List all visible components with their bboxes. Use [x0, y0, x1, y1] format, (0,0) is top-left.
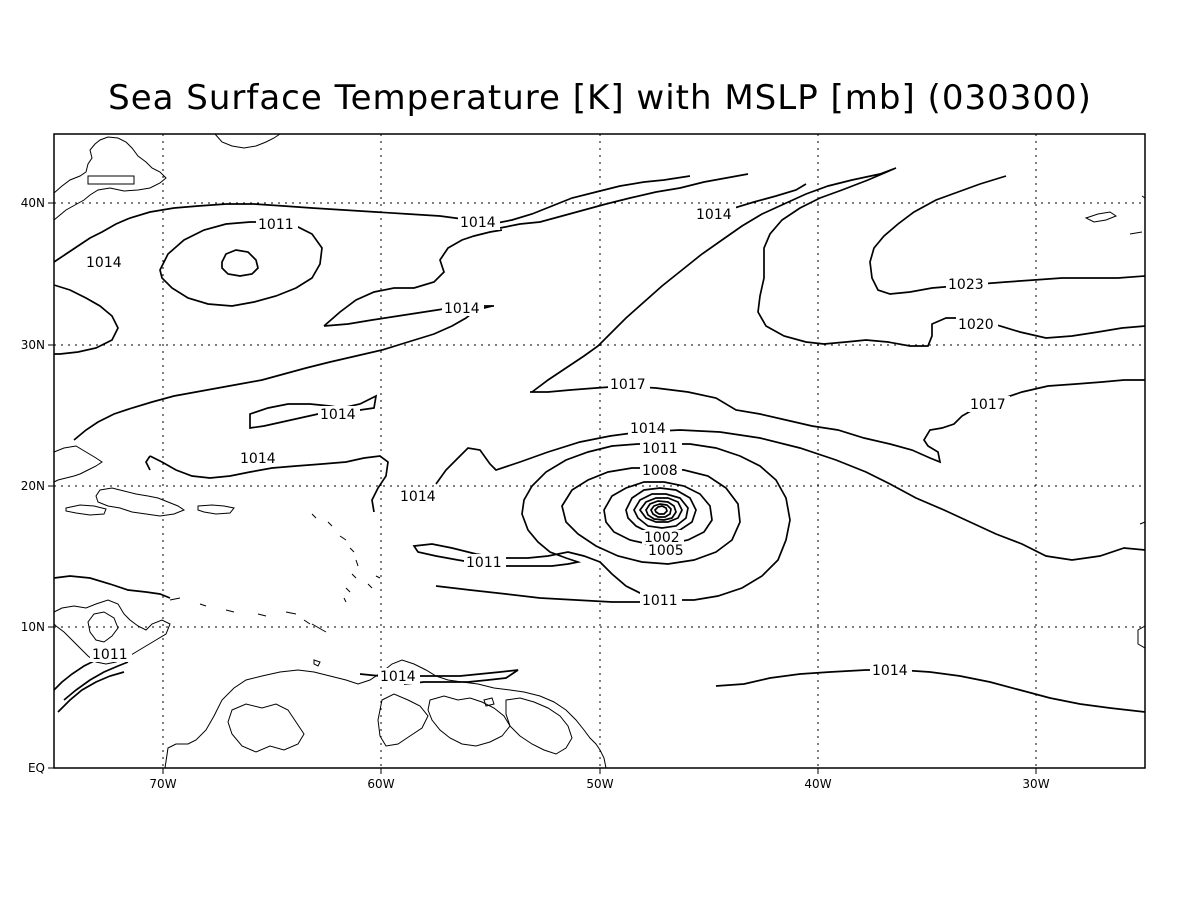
x-tick-label: 70W	[149, 777, 176, 791]
contour-label: 1014	[320, 407, 356, 423]
isobar-1014-southwest	[53, 284, 119, 355]
coast-french-guiana	[505, 697, 573, 755]
y-tick-label: 40N	[21, 196, 45, 210]
coast-central-america	[53, 599, 171, 665]
contour-label: 1014	[460, 215, 496, 231]
coast-hispaniola	[95, 487, 186, 517]
isobar-small-ring	[221, 249, 259, 277]
contour-label: 1014	[240, 451, 276, 467]
x-tick-label: 30W	[1022, 777, 1049, 791]
isobar-1011-outer	[412, 443, 791, 601]
isobar-1008	[561, 467, 741, 565]
y-axis-labels: EQ 10N 20N 30N 40N	[21, 196, 45, 775]
coast-newfoundland	[214, 133, 281, 149]
grid-lines	[54, 134, 1145, 768]
isobars	[53, 167, 1146, 713]
coast-honduras	[87, 611, 119, 643]
contour-label: 1023	[948, 277, 984, 293]
isobar-1014-antilles	[145, 455, 389, 513]
coastlines	[53, 133, 1146, 769]
x-tick-label: 40W	[804, 777, 831, 791]
isobar-1017-central	[530, 379, 1145, 464]
contour-label: 1014	[380, 669, 416, 685]
contour-label: 1011	[258, 217, 294, 233]
map-title: Sea Surface Temperature [K] with MSLP [m…	[108, 78, 1092, 118]
contour-label: 1011	[92, 647, 128, 663]
isobar-core-4	[650, 503, 672, 518]
contour-label: 1011	[642, 593, 678, 609]
isobar-1014-midatlantic	[435, 429, 1146, 561]
isobar-1005	[603, 481, 713, 545]
contour-label: 1005	[648, 543, 684, 559]
y-tick-label: 10N	[21, 620, 45, 634]
contour-label: 1017	[610, 377, 646, 393]
coast-caribbean-islands	[169, 597, 327, 633]
isobar-core-1	[633, 493, 689, 529]
coast-cuba-south	[65, 504, 107, 516]
coast-venezuela-interior	[227, 703, 305, 753]
coast-lake	[483, 697, 495, 707]
contour-label: 1014	[630, 421, 666, 437]
contour-label: 1008	[642, 463, 678, 479]
contour-label: 1014	[872, 663, 908, 679]
contour-label: 1014	[400, 489, 436, 505]
coast-trinidad	[313, 659, 321, 667]
isobar-north-1014-mid	[499, 173, 749, 229]
x-axis-labels: 70W 60W 50W 40W 30W	[149, 777, 1049, 791]
contour-labels: 1014 1011 1014 1014 1014 1014 1014 1014 …	[84, 206, 1010, 685]
coast-guyana	[377, 693, 429, 747]
coast-lesser-antilles	[311, 513, 381, 603]
coast-puerto-rico	[197, 504, 235, 515]
coast-north-america	[53, 136, 167, 221]
isobar-core-2	[638, 497, 683, 523]
y-tick-label: 20N	[21, 479, 45, 493]
isobar-1011-south	[53, 575, 681, 603]
isobar-core-5	[653, 505, 668, 515]
coast-suriname	[427, 695, 511, 747]
isobar-1017-crescent	[531, 167, 1146, 393]
isobar-1002	[625, 487, 697, 535]
coast-east-atlantic-islands	[1084, 195, 1146, 649]
x-tick-label: 60W	[367, 777, 394, 791]
contour-label: 1011	[466, 555, 502, 571]
x-tick-label: 50W	[586, 777, 613, 791]
contour-label: 1017	[970, 397, 1006, 413]
axis-ticks	[48, 202, 1037, 774]
y-tick-label: 30N	[21, 338, 45, 352]
contour-label: 1014	[696, 207, 732, 223]
coast-cuba	[53, 445, 103, 483]
y-tick-label: EQ	[28, 761, 45, 775]
isobar-1011-high-ring	[159, 221, 323, 307]
isobar-north-1014-west	[53, 175, 691, 263]
coast-north-america-inner	[87, 175, 135, 185]
isobar-core-3	[645, 500, 677, 521]
isobar-1023	[869, 175, 1146, 295]
isobar-1014-caribbean	[249, 394, 378, 429]
isobar-1014-long	[73, 305, 493, 441]
contour-label: 1011	[642, 441, 678, 457]
contour-label: 1014	[444, 301, 480, 317]
isobar-1014-south	[715, 669, 1146, 713]
coast-south-america	[164, 659, 607, 769]
contour-label: 1020	[958, 317, 994, 333]
contour-label: 1014	[86, 255, 122, 271]
